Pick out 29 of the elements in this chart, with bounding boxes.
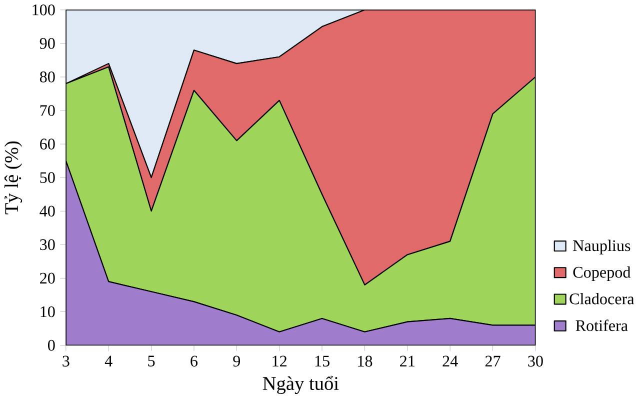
x-tick-label: 3: [62, 356, 70, 366]
x-tick-label: 5: [148, 356, 155, 366]
x-tick-label: 21: [400, 356, 414, 366]
x-tick-label: 30: [528, 356, 543, 366]
y-tick-label: 20: [40, 272, 55, 284]
y-tick-label: 40: [40, 205, 55, 216]
y-tick-label: 90: [40, 38, 55, 49]
x-tick-label: 15: [315, 356, 330, 366]
legend-label: Rotifera: [576, 319, 628, 331]
x-tick-label: 24: [442, 356, 458, 366]
y-tick-label: 80: [40, 71, 55, 82]
x-tick-label: 4: [104, 356, 112, 366]
x-tick-label: 9: [233, 356, 240, 366]
y-tick-label: 0: [48, 340, 55, 350]
x-tick-label: 6: [190, 356, 198, 366]
y-axis-title: Tỷ lệ (%): [4, 141, 22, 214]
y-tick-label: 10: [40, 306, 55, 317]
y-tick-label: 60: [40, 138, 55, 150]
x-tick-label: 27: [485, 356, 500, 366]
y-tick-label: 100: [32, 4, 55, 16]
x-tick-label: 12: [272, 356, 286, 366]
y-tick-label: 30: [40, 239, 55, 250]
y-tick-label: 70: [40, 104, 55, 116]
x-axis-title: Ngày tuổi: [262, 376, 339, 394]
legend-label: Nauplius: [573, 240, 630, 254]
x-tick-label: 18: [358, 356, 372, 366]
legend-label: Copepod: [573, 266, 631, 281]
legend-label: Cladocera: [570, 292, 634, 304]
y-tick-label: 50: [40, 172, 55, 183]
